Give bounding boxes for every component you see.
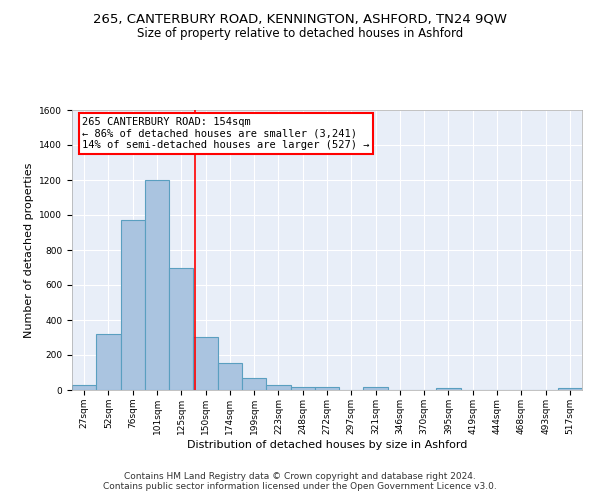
- Bar: [436, 388, 461, 390]
- Bar: [558, 388, 582, 390]
- X-axis label: Distribution of detached houses by size in Ashford: Distribution of detached houses by size …: [187, 440, 467, 450]
- Text: Contains HM Land Registry data © Crown copyright and database right 2024.: Contains HM Land Registry data © Crown c…: [124, 472, 476, 481]
- Bar: [315, 388, 339, 390]
- Bar: [121, 220, 145, 390]
- Y-axis label: Number of detached properties: Number of detached properties: [24, 162, 34, 338]
- Bar: [169, 268, 193, 390]
- Text: Size of property relative to detached houses in Ashford: Size of property relative to detached ho…: [137, 28, 463, 40]
- Bar: [72, 385, 96, 390]
- Bar: [266, 385, 290, 390]
- Text: Contains public sector information licensed under the Open Government Licence v3: Contains public sector information licen…: [103, 482, 497, 491]
- Text: 265, CANTERBURY ROAD, KENNINGTON, ASHFORD, TN24 9QW: 265, CANTERBURY ROAD, KENNINGTON, ASHFOR…: [93, 12, 507, 26]
- Bar: [290, 386, 315, 390]
- Bar: [96, 334, 121, 390]
- Bar: [242, 378, 266, 390]
- Text: 265 CANTERBURY ROAD: 154sqm
← 86% of detached houses are smaller (3,241)
14% of : 265 CANTERBURY ROAD: 154sqm ← 86% of det…: [82, 117, 370, 150]
- Bar: [193, 336, 218, 390]
- Bar: [145, 180, 169, 390]
- Bar: [218, 363, 242, 390]
- Bar: [364, 388, 388, 390]
